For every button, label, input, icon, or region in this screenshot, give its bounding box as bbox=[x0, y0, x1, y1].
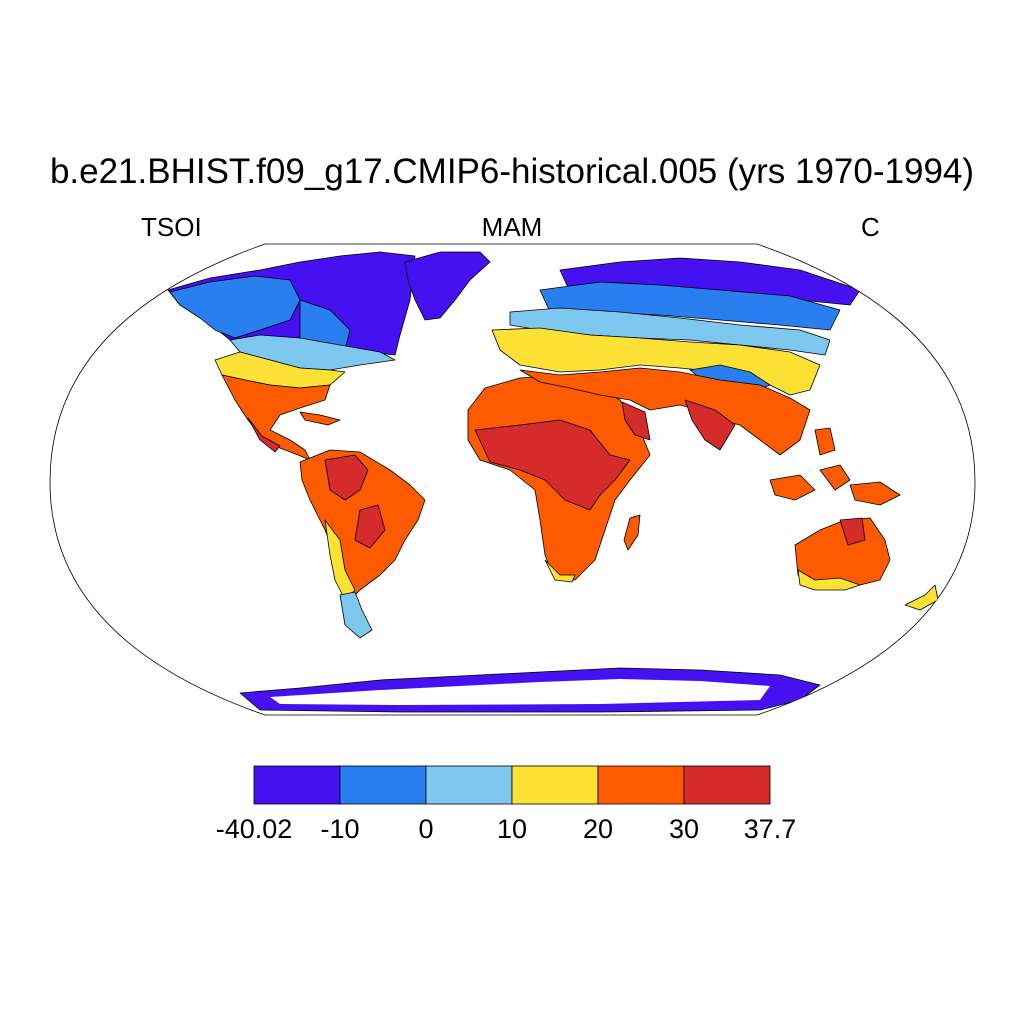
colorbar-box-0 bbox=[253, 765, 341, 805]
colorbar-box-4 bbox=[597, 765, 685, 805]
colorbar-tick-label: 0 bbox=[418, 814, 434, 844]
colorbar-tick-label: -10 bbox=[320, 814, 360, 844]
australia bbox=[794, 517, 891, 591]
greenland bbox=[404, 251, 491, 321]
season-label: MAM bbox=[481, 212, 543, 242]
colorbar-box-3 bbox=[511, 765, 599, 805]
eurasia bbox=[491, 257, 861, 456]
colorbar-tick-label: 20 bbox=[582, 814, 614, 844]
new-zealand bbox=[904, 584, 939, 611]
colorbar-tick-label: -40.02 bbox=[215, 814, 293, 844]
north-america bbox=[167, 251, 416, 461]
madagascar bbox=[623, 514, 641, 551]
colorbar-tick-label: 37.7 bbox=[743, 814, 797, 844]
map-title: b.e21.BHIST.f09_g17.CMIP6-historical.005… bbox=[49, 152, 975, 191]
variable-label: TSOI bbox=[141, 212, 202, 242]
colorbar-box-2 bbox=[425, 765, 513, 805]
colorbar-box-1 bbox=[339, 765, 427, 805]
colorbar-tick-label: 30 bbox=[668, 814, 700, 844]
colorbar-tick-label: 10 bbox=[496, 814, 528, 844]
colorbar-box-5 bbox=[683, 765, 771, 805]
units-label: C bbox=[861, 212, 880, 242]
south-america bbox=[299, 449, 426, 639]
southeast-asia-islands bbox=[769, 427, 901, 506]
